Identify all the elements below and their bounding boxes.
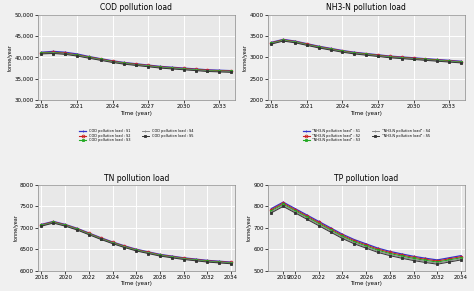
X-axis label: Time (year): Time (year): [350, 111, 382, 116]
X-axis label: Time (year): Time (year): [120, 281, 152, 286]
Y-axis label: tonne/year: tonne/year: [8, 44, 13, 71]
Title: COD pollution load: COD pollution load: [100, 3, 172, 13]
Y-axis label: tonne/year: tonne/year: [243, 44, 248, 71]
Title: TN pollution load: TN pollution load: [104, 174, 169, 183]
X-axis label: Time (year): Time (year): [350, 281, 382, 286]
Y-axis label: tonne/year: tonne/year: [247, 214, 252, 241]
Title: NH3-N pollution load: NH3-N pollution load: [326, 3, 406, 13]
Title: TP pollution load: TP pollution load: [334, 174, 398, 183]
Legend: COD pollution load : S4, COD pollution load : S5: COD pollution load : S4, COD pollution l…: [142, 129, 193, 138]
Legend: "NH3-N pollution load" : S4, "NH3-N pollution load" : S5: "NH3-N pollution load" : S4, "NH3-N poll…: [372, 129, 430, 138]
Y-axis label: tonne/year: tonne/year: [13, 214, 18, 241]
X-axis label: Time (year): Time (year): [120, 111, 152, 116]
